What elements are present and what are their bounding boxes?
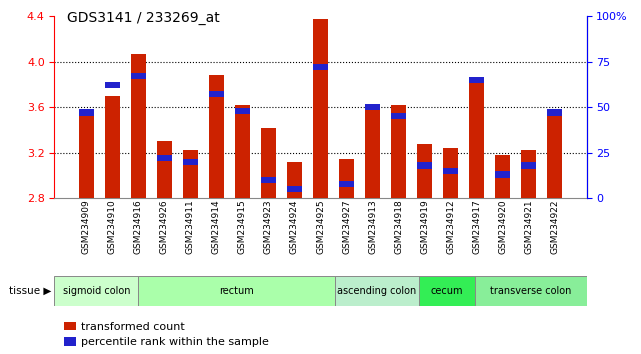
Bar — [313, 19, 328, 198]
Bar — [391, 105, 406, 198]
Bar — [131, 73, 146, 79]
Bar — [261, 127, 276, 198]
Bar — [520, 150, 537, 198]
Text: GDS3141 / 233269_at: GDS3141 / 233269_at — [67, 11, 220, 25]
Bar — [235, 105, 250, 198]
Text: rectum: rectum — [219, 286, 254, 296]
Bar — [338, 160, 354, 198]
Bar — [156, 141, 172, 198]
Bar — [547, 109, 562, 116]
Bar — [313, 64, 328, 70]
Text: ascending colon: ascending colon — [337, 286, 416, 296]
Bar — [520, 162, 537, 169]
Bar — [443, 148, 458, 198]
Bar — [54, 276, 138, 306]
Bar — [365, 105, 380, 198]
Bar — [365, 104, 380, 110]
Bar — [417, 162, 432, 169]
Text: tissue ▶: tissue ▶ — [9, 286, 51, 296]
Bar — [335, 276, 419, 306]
Text: cecum: cecum — [430, 286, 463, 296]
Bar — [183, 150, 198, 198]
Bar — [474, 276, 587, 306]
Bar — [495, 171, 510, 178]
Bar — [417, 144, 432, 198]
Bar — [495, 155, 510, 198]
Bar — [235, 108, 250, 114]
Text: sigmoid colon: sigmoid colon — [63, 286, 130, 296]
Bar — [79, 109, 94, 116]
Bar — [79, 109, 94, 198]
Bar — [104, 96, 121, 198]
Bar — [391, 113, 406, 119]
Bar — [287, 162, 303, 198]
Bar — [138, 276, 335, 306]
Legend: transformed count, percentile rank within the sample: transformed count, percentile rank withi… — [60, 317, 274, 352]
Bar — [443, 168, 458, 174]
Bar — [338, 181, 354, 187]
Bar — [209, 91, 224, 97]
Bar — [156, 155, 172, 161]
Bar — [419, 276, 474, 306]
Bar — [209, 75, 224, 198]
Bar — [183, 159, 198, 165]
Bar — [131, 53, 146, 198]
Bar — [287, 186, 303, 192]
Bar — [104, 82, 121, 88]
Bar — [261, 177, 276, 183]
Bar — [547, 109, 562, 198]
Bar — [469, 82, 485, 198]
Text: transverse colon: transverse colon — [490, 286, 571, 296]
Bar — [469, 76, 485, 83]
